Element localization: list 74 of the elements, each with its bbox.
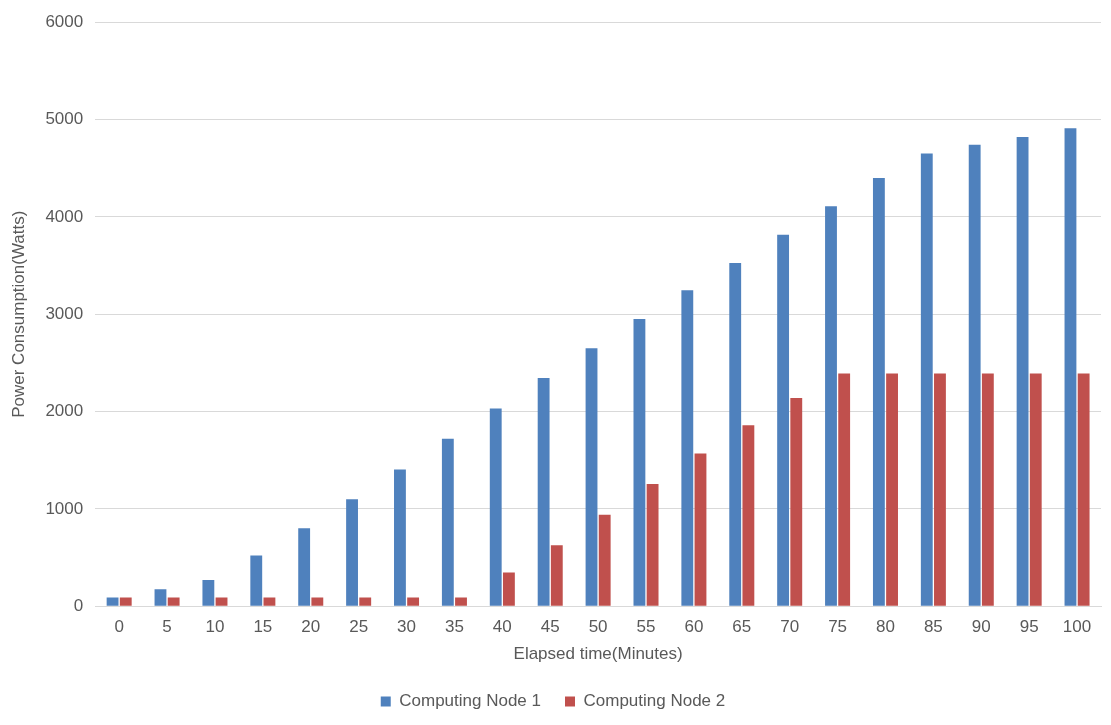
y-tick-label: 1000 <box>45 498 84 518</box>
x-tick-label: 40 <box>492 617 512 637</box>
x-tick-label: 65 <box>732 617 752 637</box>
x-tick-label: 75 <box>828 617 848 637</box>
bar <box>346 499 358 606</box>
bar <box>550 545 563 606</box>
bar <box>250 555 263 606</box>
bar <box>359 597 372 606</box>
x-tick-label: 55 <box>636 617 656 637</box>
bar <box>502 572 515 606</box>
x-tick-label: 85 <box>923 617 943 637</box>
bar <box>694 453 707 606</box>
y-tick-label: 5000 <box>45 109 84 129</box>
y-axis-title: Power Consumption(Watts) <box>8 210 28 418</box>
x-tick-label: 70 <box>780 617 800 637</box>
bar <box>1029 373 1042 606</box>
y-tick-label: 4000 <box>45 206 84 226</box>
bar <box>215 597 228 606</box>
bar <box>825 206 837 606</box>
bar <box>1077 373 1090 606</box>
bar <box>298 528 311 606</box>
bar <box>934 373 946 606</box>
bar <box>729 263 742 606</box>
bar <box>202 579 215 606</box>
bar <box>311 597 324 606</box>
bar <box>681 290 694 606</box>
x-tick-label: 15 <box>253 617 273 637</box>
bar <box>633 319 646 606</box>
y-tick-label: 3000 <box>45 303 84 323</box>
legend-label: Computing Node 2 <box>583 691 726 711</box>
bar <box>968 144 981 606</box>
x-tick-label: 35 <box>444 617 464 637</box>
bar <box>407 597 420 606</box>
x-tick-label: 30 <box>397 617 416 637</box>
x-tick-label: 100 <box>1062 617 1092 637</box>
bar <box>585 348 598 606</box>
bar <box>537 377 550 606</box>
bar <box>872 177 885 606</box>
bar <box>455 597 467 606</box>
bar <box>106 597 119 606</box>
bar <box>981 373 994 606</box>
bar <box>394 469 406 606</box>
bar <box>920 153 933 606</box>
y-tick-label: 0 <box>73 595 84 615</box>
x-axis-title: Elapsed time(Minutes) <box>513 644 683 664</box>
bar <box>790 397 803 606</box>
bar <box>489 408 502 606</box>
bar <box>646 484 659 606</box>
legend-label: Computing Node 1 <box>399 691 542 711</box>
bar <box>154 589 167 606</box>
x-tick-label: 80 <box>876 617 895 637</box>
bar <box>598 514 611 606</box>
bar <box>441 438 454 606</box>
bar <box>777 234 790 606</box>
x-tick-label: 45 <box>540 617 560 637</box>
y-tick-label: 2000 <box>45 401 84 421</box>
bar <box>886 373 898 606</box>
x-tick-label: 95 <box>1019 617 1039 637</box>
bar <box>167 597 180 606</box>
bar <box>838 373 851 606</box>
bar <box>119 597 132 606</box>
x-tick-label: 50 <box>588 617 608 637</box>
bar <box>742 425 755 606</box>
x-tick-label: 0 <box>114 617 124 637</box>
y-tick-label: 6000 <box>45 11 84 31</box>
x-tick-label: 20 <box>301 617 321 637</box>
x-tick-label: 60 <box>684 617 704 637</box>
bar <box>1064 128 1077 606</box>
bar <box>1016 137 1029 606</box>
x-tick-label: 10 <box>205 617 225 637</box>
x-tick-label: 90 <box>971 617 991 637</box>
x-tick-label: 25 <box>349 617 369 637</box>
x-tick-label: 5 <box>162 617 172 637</box>
bar <box>263 597 276 606</box>
